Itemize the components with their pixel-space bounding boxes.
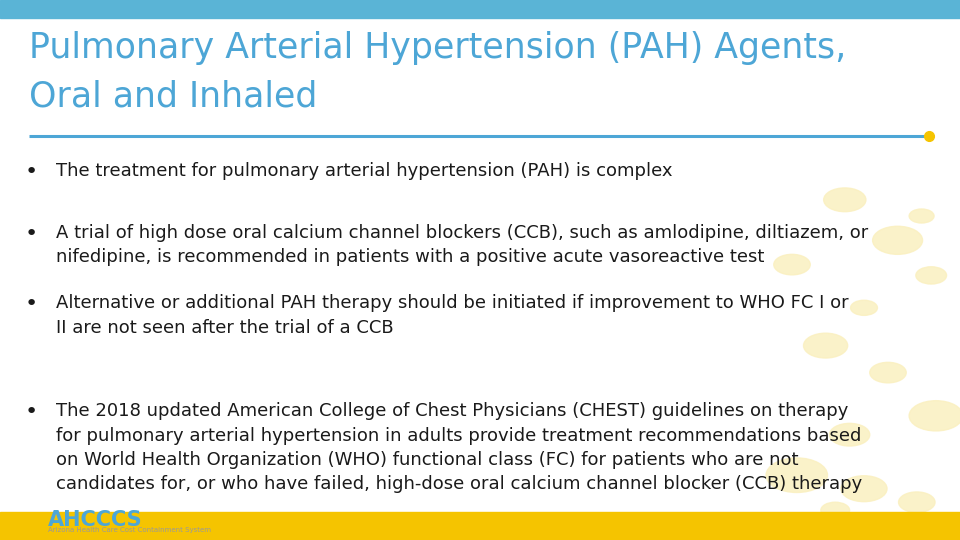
Bar (0, 0, 960, 18)
Circle shape (870, 362, 906, 383)
Circle shape (841, 476, 887, 502)
Circle shape (899, 492, 935, 512)
Text: Alternative or additional PAH therapy should be initiated if improvement to WHO : Alternative or additional PAH therapy sh… (56, 294, 849, 336)
Text: AHCCCS: AHCCCS (48, 510, 143, 530)
Text: •: • (25, 294, 38, 314)
Text: The treatment for pulmonary arterial hypertension (PAH) is complex: The treatment for pulmonary arterial hyp… (56, 162, 672, 180)
Text: The 2018 updated American College of Chest Physicians (CHEST) guidelines on ther: The 2018 updated American College of Che… (56, 402, 862, 493)
Text: Oral and Inhaled: Oral and Inhaled (29, 79, 317, 113)
Bar (0, 512, 960, 540)
Text: Pulmonary Arterial Hypertension (PAH) Agents,: Pulmonary Arterial Hypertension (PAH) Ag… (29, 31, 846, 65)
Circle shape (916, 267, 947, 284)
Circle shape (774, 254, 810, 275)
Circle shape (909, 209, 934, 223)
Circle shape (873, 226, 923, 254)
Text: •: • (25, 224, 38, 244)
Circle shape (766, 458, 828, 492)
Text: A trial of high dose oral calcium channel blockers (CCB), such as amlodipine, di: A trial of high dose oral calcium channe… (56, 224, 868, 266)
Text: Arizona Health Care Cost Containment System: Arizona Health Care Cost Containment Sys… (48, 527, 211, 534)
Circle shape (851, 300, 877, 315)
Text: •: • (25, 162, 38, 182)
Text: •: • (25, 402, 38, 422)
Circle shape (804, 333, 848, 358)
Circle shape (909, 401, 960, 431)
Circle shape (821, 502, 850, 518)
Circle shape (829, 423, 870, 446)
Circle shape (824, 188, 866, 212)
